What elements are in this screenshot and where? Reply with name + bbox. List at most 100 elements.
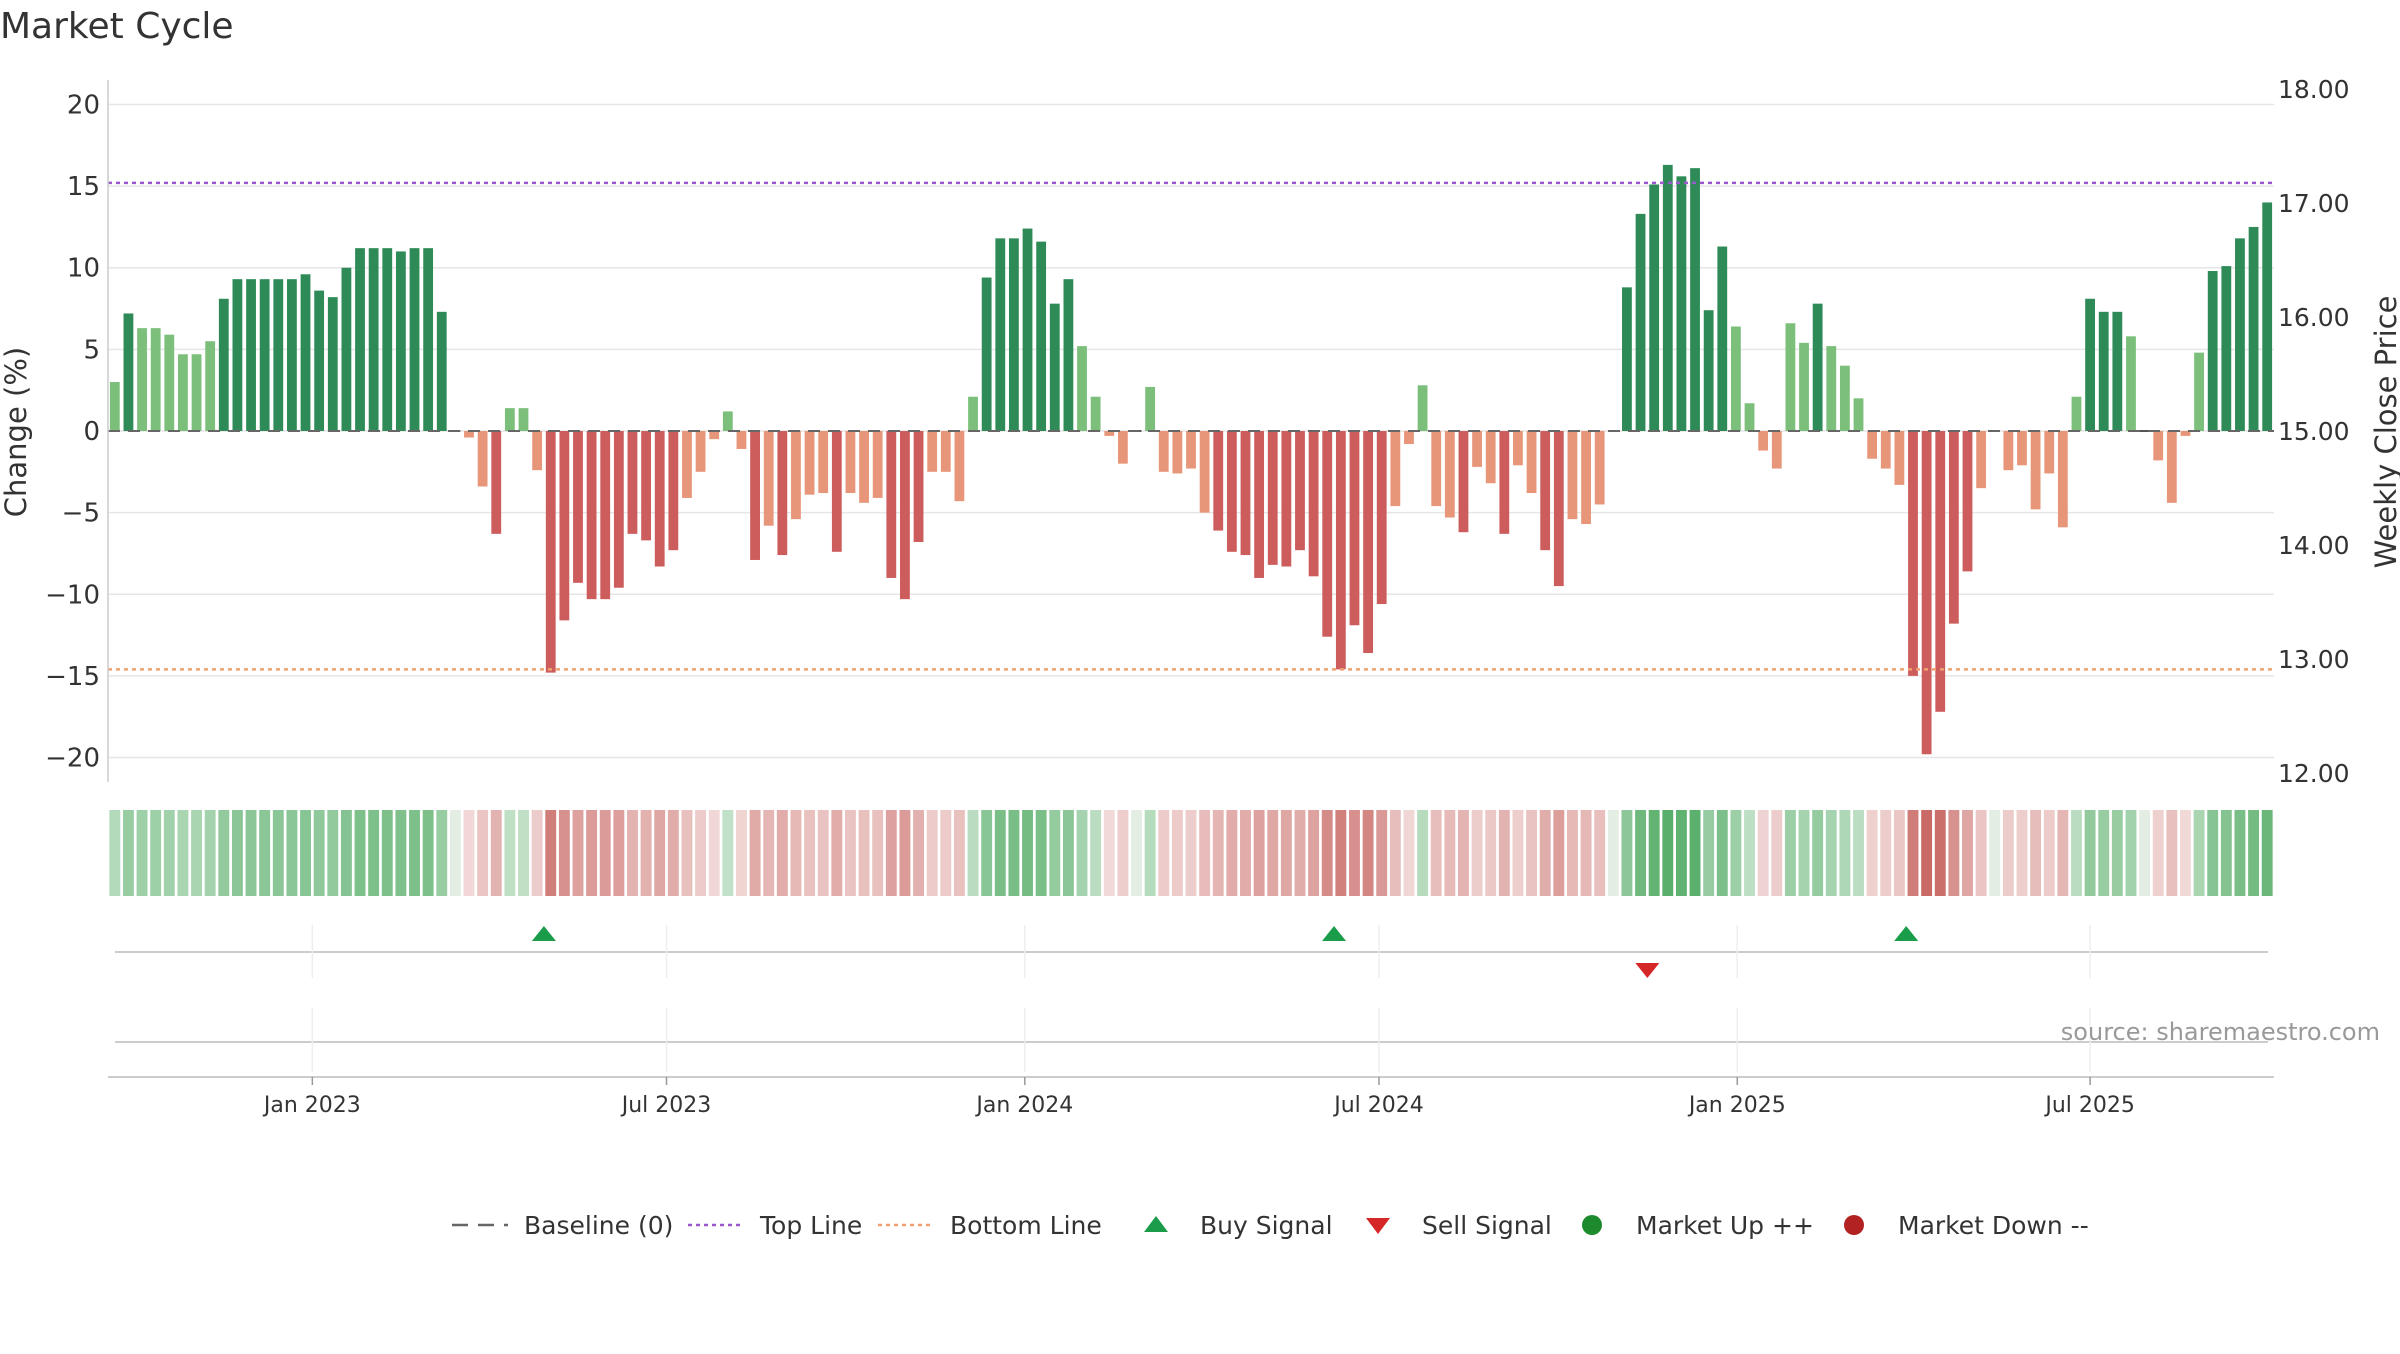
heat-cell bbox=[218, 810, 230, 896]
y-tick-label: 0 bbox=[83, 417, 100, 447]
bar bbox=[504, 408, 515, 431]
heat-cell bbox=[177, 810, 189, 896]
bar bbox=[777, 431, 788, 556]
bar bbox=[1199, 431, 1210, 513]
bars-layer bbox=[109, 164, 2273, 755]
heat-cell bbox=[1580, 810, 1592, 896]
bar bbox=[382, 248, 393, 431]
bar bbox=[1444, 431, 1455, 518]
bar bbox=[518, 408, 529, 431]
bar bbox=[2207, 271, 2218, 431]
bar bbox=[1690, 168, 1700, 431]
heat-cell bbox=[300, 810, 311, 896]
y2-tick-label: 13.00 bbox=[2278, 645, 2350, 674]
bar bbox=[1758, 431, 1769, 451]
bar bbox=[532, 431, 543, 471]
heat-cell bbox=[2002, 810, 2014, 896]
heat-cell bbox=[1635, 810, 1646, 896]
bar bbox=[2248, 226, 2259, 431]
bar bbox=[1417, 385, 1428, 431]
bar bbox=[1172, 431, 1183, 474]
heat-cell bbox=[2057, 810, 2069, 896]
legend-item: Top Line bbox=[688, 1211, 862, 1240]
bar bbox=[1363, 431, 1373, 654]
bar bbox=[2071, 396, 2082, 431]
heat-cell bbox=[926, 810, 938, 896]
bar bbox=[2139, 430, 2150, 432]
bar bbox=[641, 431, 651, 541]
heat-cell bbox=[654, 810, 666, 896]
heat-cell bbox=[858, 810, 870, 896]
bar bbox=[2098, 311, 2109, 431]
bar bbox=[368, 248, 379, 431]
heat-cell bbox=[340, 810, 352, 896]
bar bbox=[818, 431, 829, 494]
heat-cell bbox=[872, 810, 884, 896]
x-tick-label: Jan 2023 bbox=[262, 1093, 361, 1118]
bar bbox=[709, 431, 720, 440]
heat-cell bbox=[2125, 810, 2137, 896]
sell-signal-marker bbox=[1635, 963, 1660, 978]
heat-cell bbox=[1471, 810, 1483, 896]
bar bbox=[1935, 431, 1946, 712]
heat-cell bbox=[2193, 810, 2205, 896]
heat-cell bbox=[1362, 810, 1374, 896]
bar bbox=[1036, 241, 1047, 431]
heat-cell bbox=[422, 810, 434, 896]
legend-item: Buy Signal bbox=[1144, 1211, 1333, 1240]
buy-signal-marker bbox=[1322, 926, 1347, 941]
heat-cell bbox=[1008, 810, 1020, 896]
chart-title: Market Cycle bbox=[0, 6, 234, 47]
heat-cell bbox=[790, 810, 802, 896]
heat-cell bbox=[2180, 810, 2191, 896]
bar bbox=[1281, 431, 1292, 567]
bar bbox=[218, 298, 229, 431]
bar bbox=[1717, 246, 1728, 431]
heat-cell bbox=[354, 810, 366, 896]
heat-cell bbox=[1675, 810, 1687, 896]
heat-cell bbox=[409, 810, 420, 896]
heat-cell bbox=[981, 810, 993, 896]
heat-cell bbox=[736, 810, 747, 896]
bar bbox=[477, 431, 488, 487]
bar bbox=[1731, 326, 1741, 431]
heat-cell bbox=[913, 810, 924, 896]
bar bbox=[750, 431, 760, 560]
bar bbox=[2044, 431, 2055, 474]
heat-cell bbox=[1090, 810, 1102, 896]
legend-label: Bottom Line bbox=[950, 1211, 1102, 1240]
heat-cell bbox=[695, 810, 707, 896]
buy-signal-marker bbox=[1894, 926, 1919, 941]
bar bbox=[1867, 431, 1878, 459]
heat-cell bbox=[2098, 810, 2110, 896]
bar bbox=[1581, 431, 1591, 525]
heat-cell bbox=[1744, 810, 1755, 896]
bar bbox=[1553, 431, 1564, 587]
bar bbox=[1009, 238, 1019, 431]
heat-cell bbox=[531, 810, 543, 896]
heat-cell bbox=[1839, 810, 1851, 896]
y-axis-label: Change (%) bbox=[0, 347, 33, 517]
bar bbox=[1826, 346, 1837, 431]
bar bbox=[1567, 431, 1578, 520]
bar bbox=[927, 431, 938, 472]
bar bbox=[1908, 431, 1918, 676]
heat-cell bbox=[640, 810, 652, 896]
bar bbox=[722, 411, 733, 431]
bar bbox=[464, 431, 474, 438]
bar bbox=[314, 290, 325, 431]
heat-cell bbox=[2111, 810, 2123, 896]
heat-cell bbox=[1771, 810, 1783, 896]
heat-cell bbox=[2071, 810, 2082, 896]
heat-cell bbox=[1417, 810, 1429, 896]
bar bbox=[273, 279, 284, 431]
bar bbox=[491, 431, 502, 534]
heat-cell bbox=[1117, 810, 1129, 896]
bar bbox=[586, 431, 597, 600]
heat-cell bbox=[545, 810, 557, 896]
bar bbox=[2057, 431, 2068, 528]
bar bbox=[791, 431, 801, 520]
bar bbox=[682, 431, 692, 498]
bar bbox=[804, 431, 815, 495]
